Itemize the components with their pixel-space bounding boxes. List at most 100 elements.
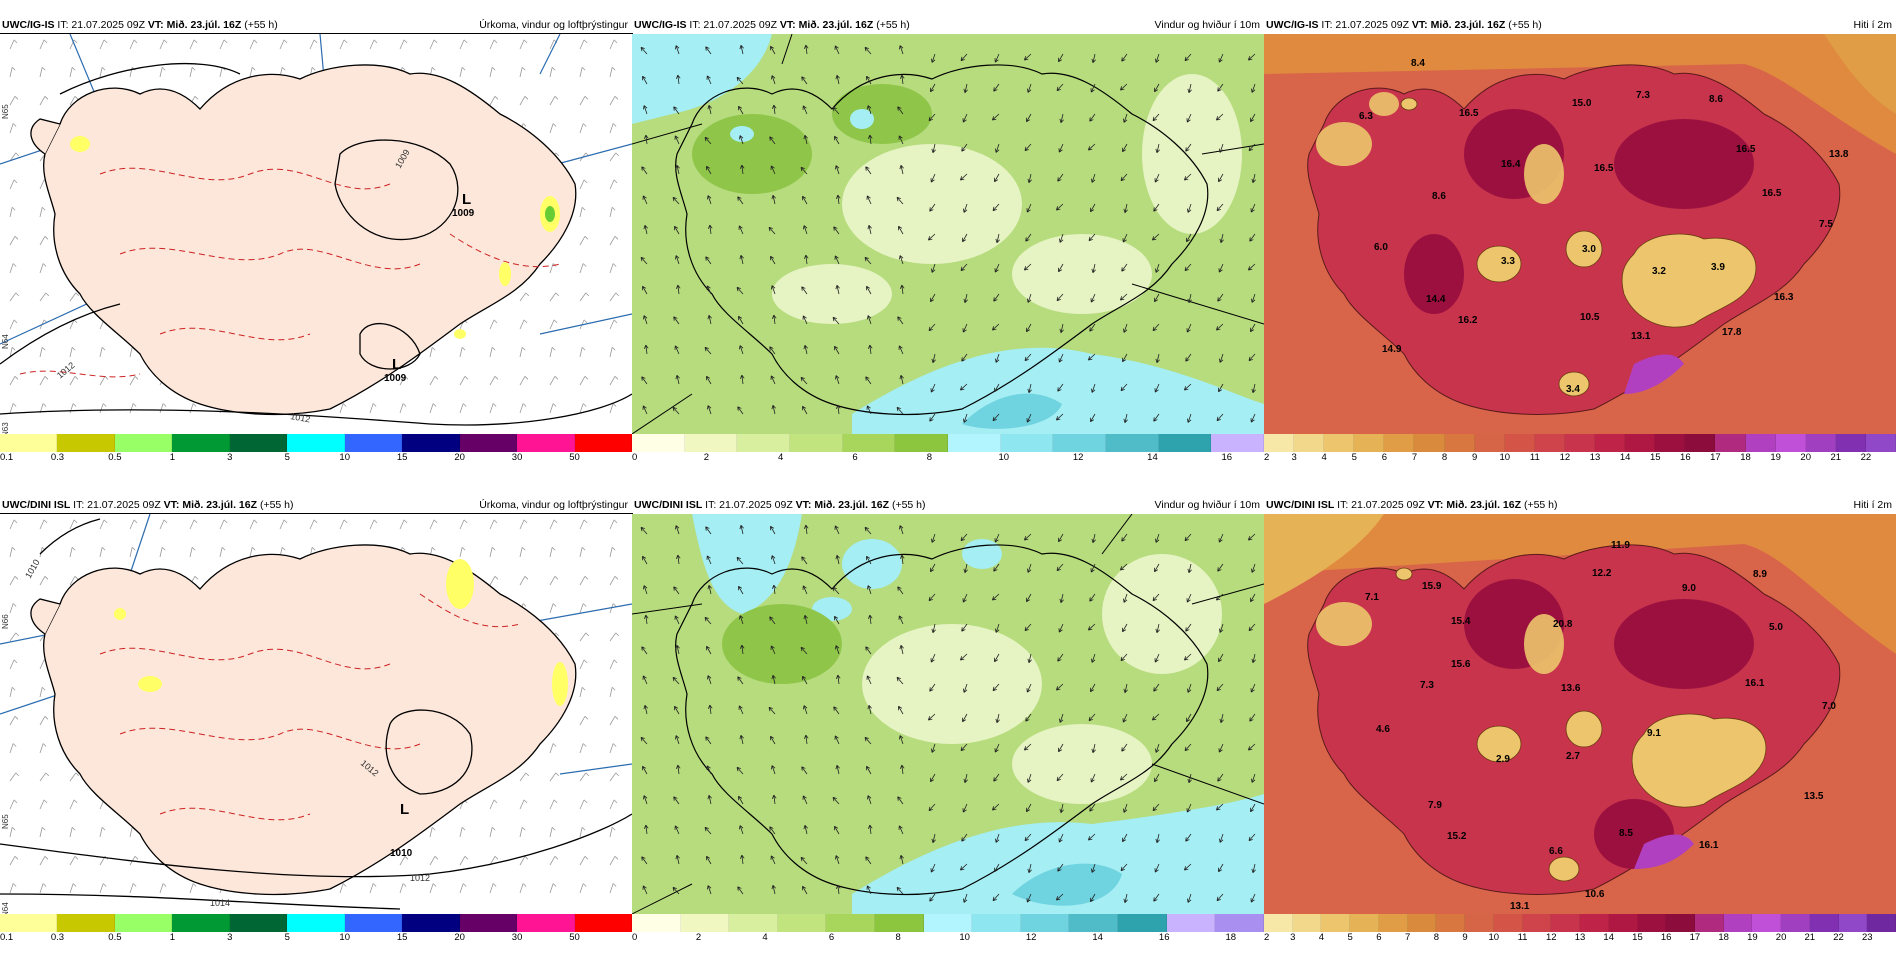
wind-arrow	[1219, 713, 1224, 724]
wind-arrow	[962, 233, 968, 243]
colorbar-tick: 3	[1291, 452, 1297, 463]
wind-barb	[609, 152, 620, 162]
colorbar-swatch	[1069, 914, 1119, 932]
wind-arrow	[803, 344, 808, 355]
colorbar-tick: 0	[632, 932, 638, 943]
colorbar-tick: 19	[1770, 452, 1781, 463]
wind-arrow	[864, 736, 872, 745]
wind-arrow	[771, 285, 776, 295]
colorbar-swatch	[574, 914, 632, 932]
wind-arrow	[1154, 83, 1160, 93]
wind-barb	[579, 179, 588, 190]
temperature-value: 7.5	[1819, 219, 1833, 230]
wind-arrow	[1154, 653, 1160, 663]
wind-barb	[489, 546, 496, 558]
wind-arrow	[736, 556, 744, 565]
wind-arrow	[706, 645, 712, 655]
wind-barb	[39, 743, 47, 754]
wind-arrow	[704, 346, 712, 355]
wind-arrow	[644, 134, 649, 145]
wind-arrow	[1216, 893, 1224, 902]
wind-barb	[159, 546, 166, 558]
colorbar-swatch	[1407, 914, 1437, 932]
wind-arrow	[899, 164, 904, 175]
wind-arrow	[1187, 203, 1192, 213]
wind-arrow	[867, 224, 872, 235]
colorbar-tick: 5	[1351, 452, 1357, 463]
wind-barb	[489, 319, 498, 330]
wind-barb	[549, 772, 560, 782]
colorbar-tick: 50	[569, 452, 580, 463]
wind-arrow	[931, 263, 936, 273]
latitude-label: N63	[1, 422, 10, 434]
wind-barb	[459, 883, 467, 894]
colorbar-ticks: 2 3 4 5 6 7 8 9 10 11 12 13 14 15 16 17 18 19 20 21 22 23	[1264, 932, 1896, 946]
wind-barb	[69, 403, 77, 414]
wind-arrow	[740, 374, 745, 385]
wind-arrow	[1091, 383, 1096, 393]
colorbar-tick: 6	[1381, 452, 1388, 463]
wind-arrow	[1123, 683, 1128, 694]
wind-arrow	[1121, 533, 1128, 542]
wind-arrow	[1184, 533, 1192, 542]
panel-header: UWC/IG-IS IT: 21.07.2025 09Z VT: Mið. 23…	[0, 16, 632, 34]
wind-arrow	[739, 135, 744, 145]
colorbar-swatch	[1211, 434, 1265, 452]
wind-arrow	[1185, 833, 1192, 842]
wind-barb	[399, 39, 408, 50]
wind-arrow	[1218, 53, 1224, 63]
colorbar-tick: 14	[1092, 932, 1103, 943]
wind-barb	[549, 519, 558, 530]
wind-barb	[609, 39, 618, 50]
colorbar-swatch	[826, 914, 876, 932]
wind-arrow	[1251, 383, 1256, 394]
wind-barb	[609, 576, 619, 586]
wind-arrow	[993, 563, 1000, 572]
wind-arrow	[960, 533, 968, 542]
wind-arrow	[737, 196, 744, 205]
colorbar-swatch	[1321, 914, 1351, 932]
wind-barb	[9, 883, 17, 894]
wind-barb	[519, 576, 529, 586]
wind-arrow	[642, 885, 648, 895]
wind-arrow	[899, 255, 904, 265]
colorbar-tick: 8	[926, 452, 933, 463]
wind-arrow	[866, 885, 872, 895]
wind-arrow	[803, 225, 808, 235]
init-time: IT: 21.07.2025 09Z	[705, 499, 793, 511]
model-name: UWC/DINI ISL	[634, 499, 703, 511]
wind-barb	[9, 206, 16, 218]
wind-arrow	[769, 616, 776, 625]
colorbar-tick: 5	[284, 452, 290, 463]
wind-arrow	[1026, 323, 1032, 333]
wind-arrow	[897, 586, 904, 595]
panel-header: UWC/IG-IS IT: 21.07.2025 09Z VT: Mið. 23…	[632, 16, 1264, 34]
wind-arrow	[931, 623, 936, 634]
valid-label: VT:	[795, 499, 812, 511]
wind-arrow	[1059, 803, 1064, 814]
wind-arrow	[1090, 203, 1096, 213]
colorbar-tick: 16	[1158, 932, 1170, 943]
temperature-value: 7.3	[1636, 90, 1650, 101]
wind-arrow	[739, 615, 744, 625]
wind-barb	[9, 519, 18, 530]
wind-arrow	[802, 675, 808, 685]
wind-barb	[579, 236, 589, 246]
wind-arrow	[929, 893, 936, 902]
wind-arrow	[1250, 323, 1256, 333]
wind-arrow	[802, 585, 808, 595]
wind-arrow	[836, 194, 841, 205]
iceland-outline	[675, 544, 1209, 896]
wind-arrow	[706, 75, 712, 85]
wind-arrow	[835, 375, 840, 385]
wind-arrow	[1154, 773, 1160, 783]
wind-arrow	[1184, 743, 1192, 752]
panel-header: UWC/IG-IS IT: 21.07.2025 09Z VT: Mið. 23…	[1264, 16, 1896, 34]
wind-barb	[429, 376, 439, 386]
wind-barb	[99, 519, 108, 530]
wind-arrow	[1154, 383, 1160, 393]
colorbar-ticks: 0 2 4 6 8 10 12 14 16	[632, 452, 1264, 466]
wind-barb	[9, 263, 17, 274]
colorbar-swatch	[172, 434, 230, 452]
colorbar-tick: 0.1	[0, 932, 14, 943]
